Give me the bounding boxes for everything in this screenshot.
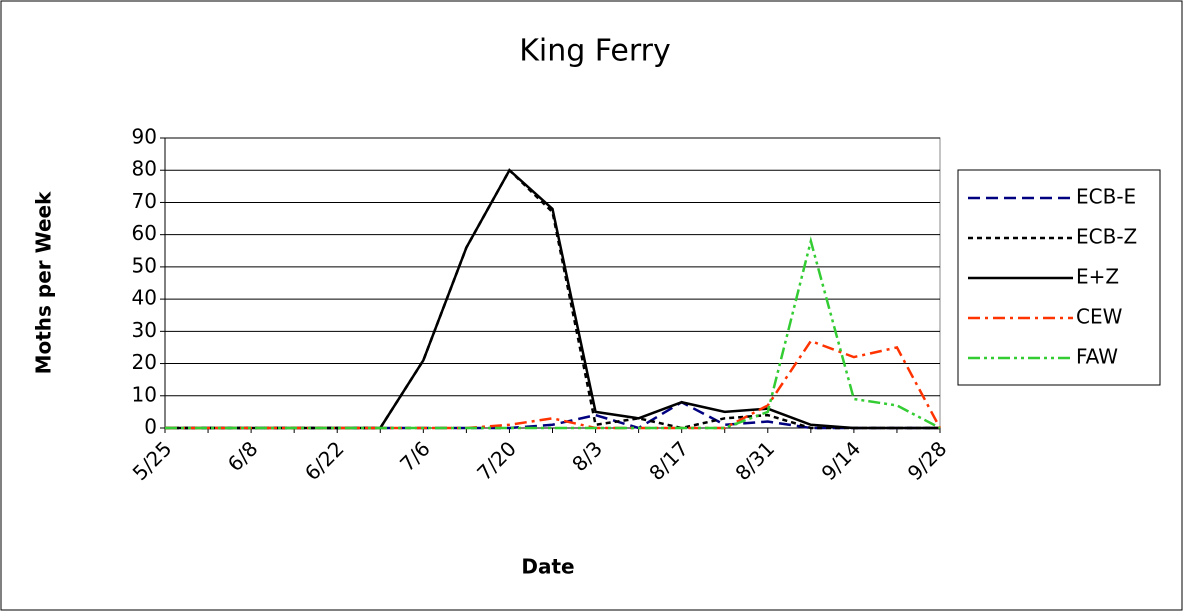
series-line [165,236,941,430]
y-tick-label: 20 [132,350,157,374]
legend-label: CEW [1076,305,1123,329]
x-axis-label: Date [521,555,574,579]
y-tick-label: 50 [132,253,157,277]
plot-area [164,137,941,429]
legend-label: ECB-Z [1076,225,1137,249]
y-tick-label: 40 [132,286,157,310]
legend-label: ECB-E [1076,185,1136,209]
y-tick-label: 70 [132,189,157,213]
y-tick-label: 60 [132,221,157,245]
legend-label: FAW [1076,345,1118,369]
y-tick-label: 90 [132,125,157,149]
y-tick-label: 0 [144,415,157,439]
y-tick-label: 30 [132,318,157,342]
y-tick-label: 80 [132,157,157,181]
y-tick-label: 10 [132,382,157,406]
legend-label: E+Z [1076,265,1119,289]
chart-title: King Ferry [519,34,671,69]
y-axis-label: Moths per Week [32,191,56,374]
